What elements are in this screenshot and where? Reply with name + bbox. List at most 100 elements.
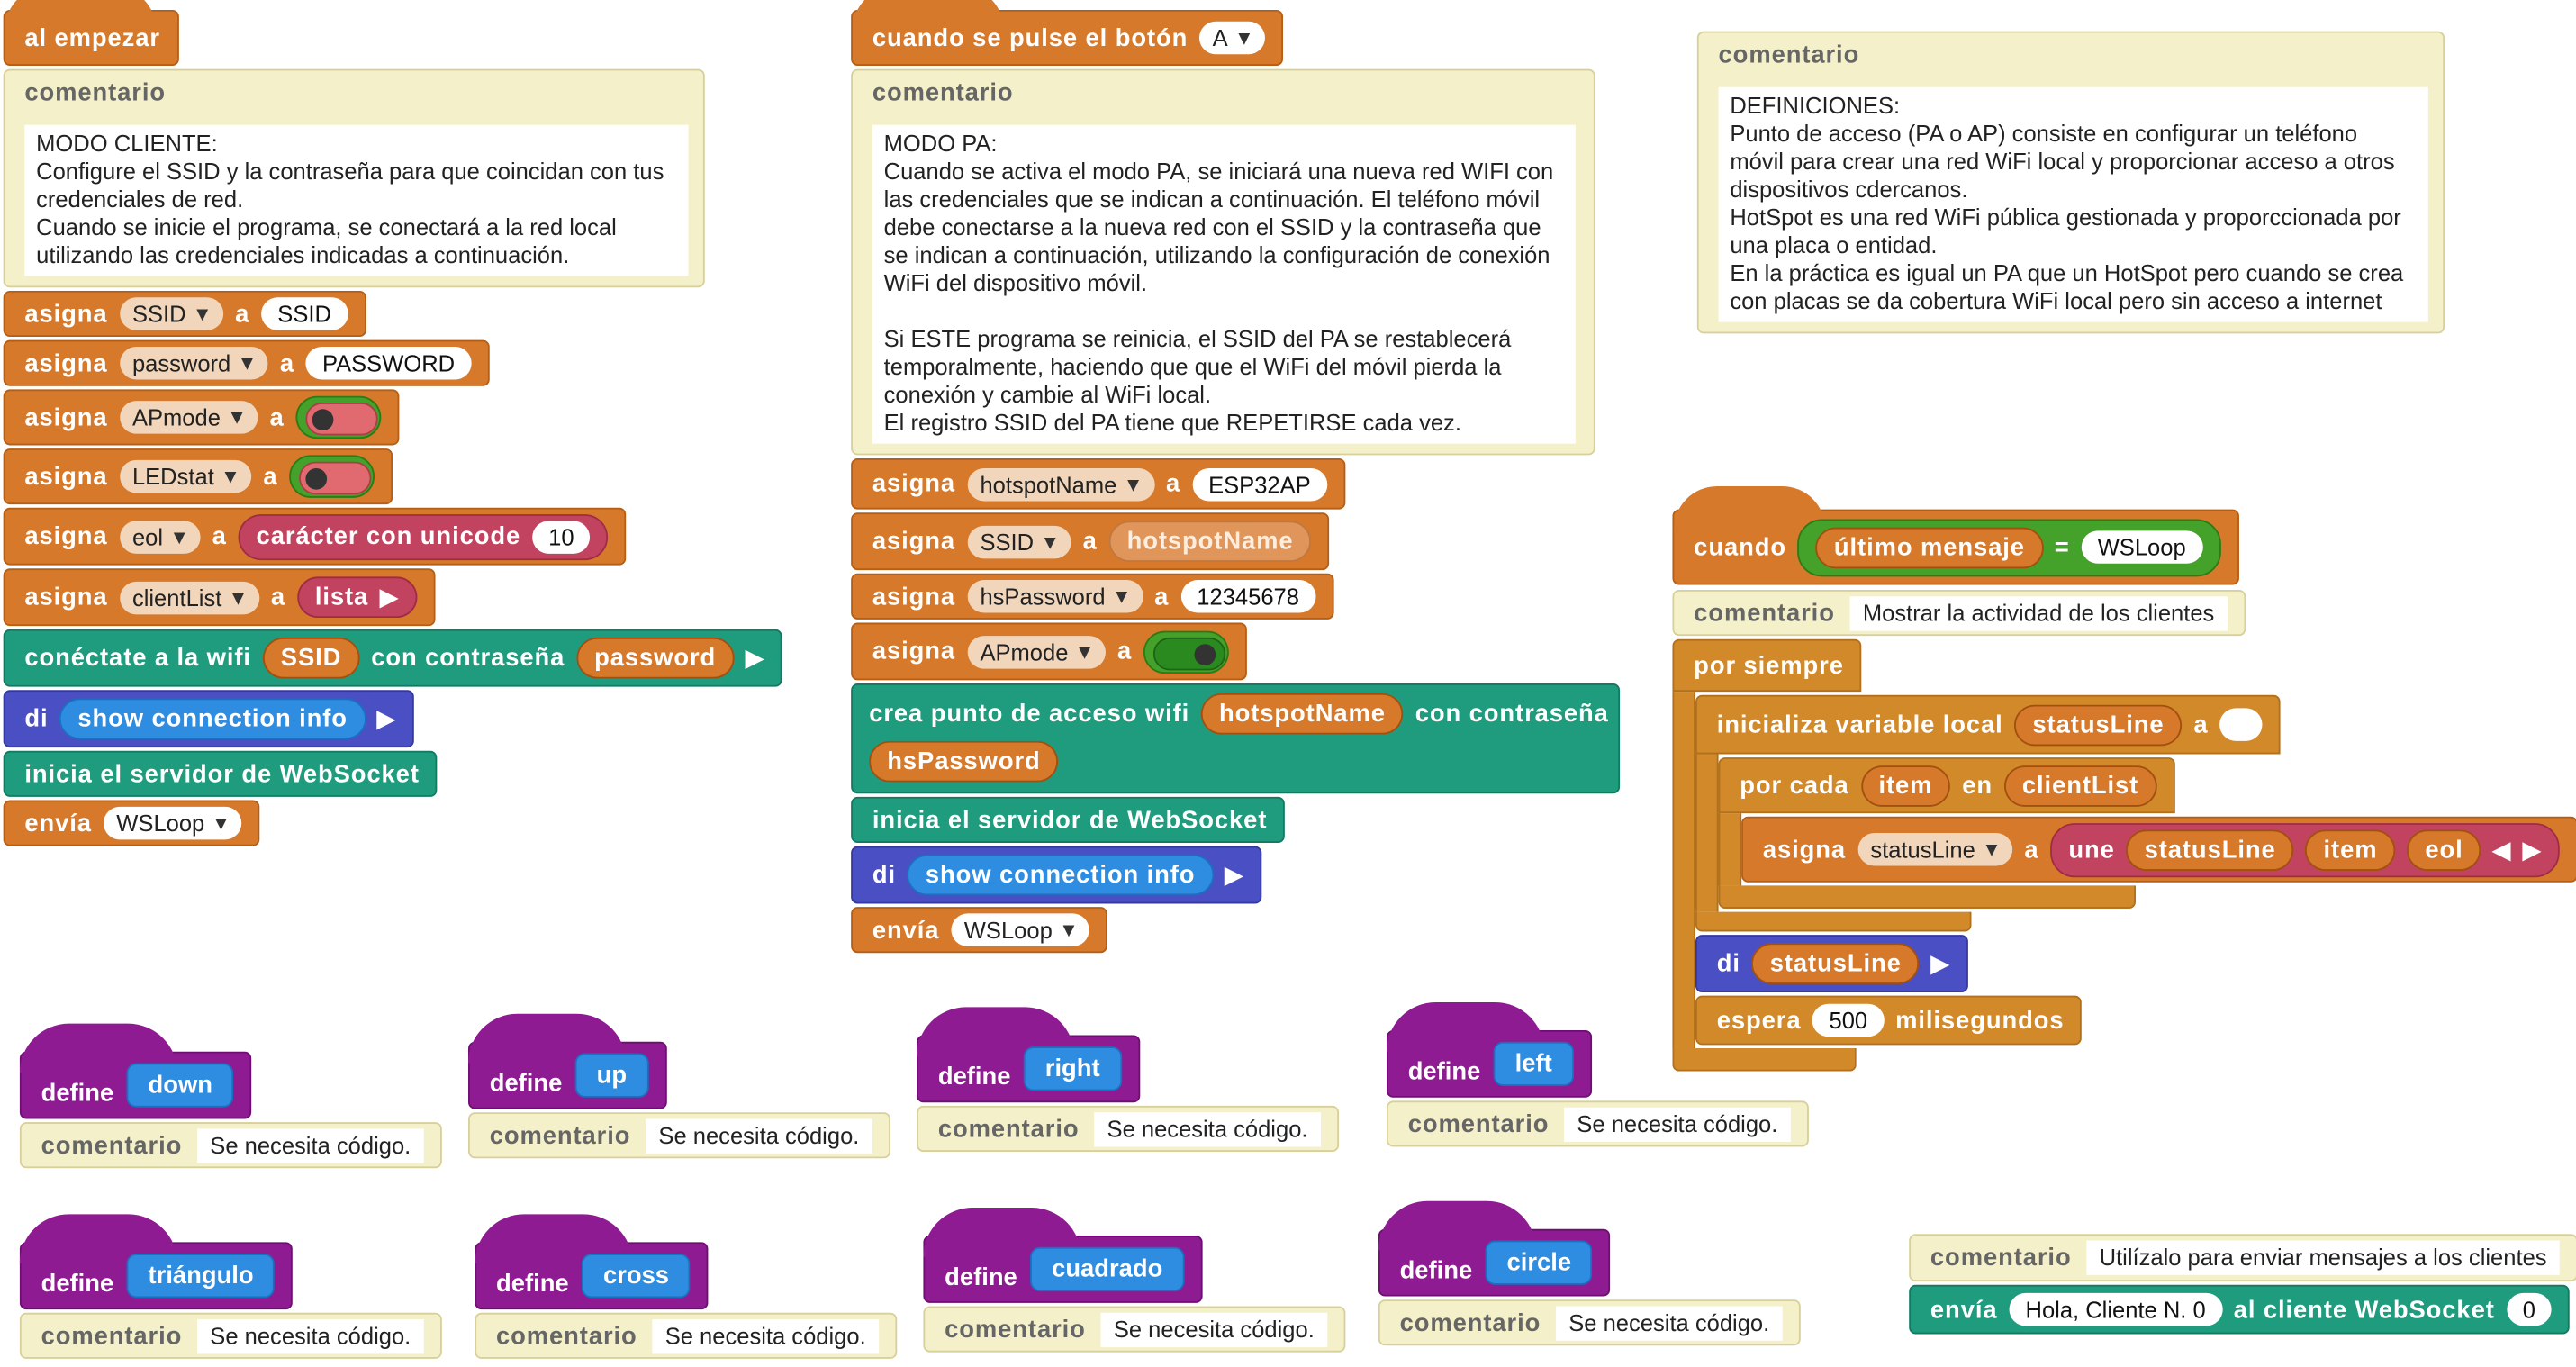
message-text-field[interactable]: Hola, Cliente N. 0	[2009, 1292, 2222, 1326]
hotspotname-var[interactable]: hotspotName	[1200, 693, 1404, 735]
apmode-toggle-on[interactable]	[1143, 629, 1229, 674]
var-dropdown-ssid[interactable]: SSID ▼	[119, 297, 224, 330]
for-each-cap[interactable]: por cada item en clientList	[1718, 757, 2175, 814]
expand-triangle-icon[interactable]: ▶	[746, 644, 764, 671]
procedure-comment-block[interactable]: comentario Se necesita código.	[917, 1105, 1340, 1152]
define-cross-block[interactable]: define cross	[475, 1214, 709, 1310]
collapse-triangle-icon[interactable]: ◀	[2492, 835, 2512, 862]
set-ssid-hotspot-block[interactable]: asigna SSID ▼ a hotspotName	[851, 512, 1330, 571]
send-comment-text[interactable]: Utilízalo para enviar mensajes a los cli…	[2086, 1240, 2561, 1275]
define-right-block[interactable]: define right	[917, 1007, 1140, 1103]
expand-triangle-icon[interactable]: ▶	[379, 583, 399, 610]
define-cuadrado-block[interactable]: define cuadrado	[923, 1208, 1203, 1303]
var-dropdown-password[interactable]: password ▼	[119, 346, 269, 380]
var-dropdown-eol[interactable]: eol ▼	[119, 520, 201, 553]
set-eol-block[interactable]: asigna eol ▼ a carácter con unicode 10	[3, 507, 627, 566]
send-to-client-block[interactable]: envía Hola, Cliente N. 0 al cliente WebS…	[1909, 1284, 2571, 1335]
procedure-comment-text[interactable]: Se necesita código.	[645, 1118, 872, 1153]
var-dropdown-hotspotname[interactable]: hotspotName ▼	[966, 467, 1155, 501]
set-password-block[interactable]: asigna password ▼ a PASSWORD	[3, 339, 490, 386]
button-dropdown[interactable]: A ▼	[1199, 21, 1266, 55]
set-ssid-block[interactable]: asigna SSID ▼ a SSID	[3, 290, 366, 338]
define-down-block[interactable]: define down	[19, 1023, 252, 1119]
create-hotspot-block[interactable]: crea punto de acceso wifi hotspotName co…	[851, 684, 1621, 794]
procedure-name[interactable]: up	[574, 1053, 648, 1098]
procedure-name[interactable]: circle	[1485, 1240, 1593, 1285]
local-var-name[interactable]: statusLine	[2014, 703, 2183, 746]
set-hotspotname-block[interactable]: asigna hotspotName ▼ a ESP32AP	[851, 458, 1346, 510]
expand-triangle-icon[interactable]: ▶	[1225, 861, 1243, 888]
procedure-comment-text[interactable]: Se necesita código.	[196, 1127, 424, 1163]
procedure-name[interactable]: cross	[582, 1254, 691, 1299]
start-hat-block[interactable]: al empezar	[3, 0, 179, 66]
procedure-comment-block[interactable]: comentario Se necesita código.	[19, 1312, 442, 1359]
say-connection-block[interactable]: di show connection info ▶	[851, 846, 1261, 904]
procedure-comment-text[interactable]: Se necesita código.	[652, 1318, 880, 1353]
var-dropdown-apmode[interactable]: APmode ▼	[966, 635, 1107, 668]
procedure-comment-block[interactable]: comentario Se necesita código.	[19, 1122, 442, 1169]
clientlist-var[interactable]: clientList	[2003, 765, 2157, 806]
set-apmode-on-block[interactable]: asigna APmode ▼ a	[851, 622, 1247, 681]
forever-block[interactable]: por siempre inicializa variable local st…	[1672, 638, 2576, 1072]
send-dropdown[interactable]: WSLoop ▼	[103, 806, 243, 840]
empty-text-field[interactable]	[2219, 708, 2263, 741]
procedure-comment-block[interactable]: comentario Se necesita código.	[923, 1306, 1346, 1353]
connect-ssid-var[interactable]: SSID	[262, 637, 360, 679]
statusline-var[interactable]: statusLine	[1751, 943, 1920, 984]
start-websocket-block[interactable]: inicia el servidor de WebSocket	[3, 750, 438, 797]
send-block[interactable]: envía WSLoop ▼	[3, 800, 261, 846]
procedure-comment-text[interactable]: Se necesita código.	[1100, 1311, 1328, 1347]
set-ledstat-block[interactable]: asigna LEDstat ▼ a	[3, 448, 393, 505]
procedure-comment-text[interactable]: Se necesita código.	[196, 1318, 424, 1353]
connect-wifi-block[interactable]: conéctate a la wifi SSID con contraseña …	[3, 629, 782, 687]
button-comment-block[interactable]: comentario MODO PA: Cuando se activa el …	[851, 68, 1595, 456]
item-var[interactable]: item	[1860, 765, 1951, 806]
define-up-block[interactable]: define up	[468, 1013, 666, 1109]
define-circle-block[interactable]: define circle	[1378, 1200, 1611, 1297]
define-triangulo-block[interactable]: define triángulo	[19, 1214, 294, 1310]
set-clientlist-block[interactable]: asigna clientList ▼ a lista ▶	[3, 568, 435, 627]
forever-cap[interactable]: por siempre	[1672, 638, 1862, 693]
start-comment-block[interactable]: comentario MODO CLIENTE: Configure el SS…	[3, 68, 705, 288]
expand-triangle-icon[interactable]: ▶	[376, 704, 396, 731]
password-text-field[interactable]: PASSWORD	[305, 346, 472, 380]
var-dropdown-clientlist[interactable]: clientList ▼	[119, 580, 260, 614]
start-comment-text[interactable]: MODO CLIENTE: Configure el SSID y la con…	[24, 124, 689, 276]
set-hspassword-block[interactable]: asigna hsPassword ▼ a 12345678	[851, 573, 1334, 620]
procedure-comment-block[interactable]: comentario Se necesita código.	[1378, 1299, 1801, 1346]
procedure-comment-block[interactable]: comentario Se necesita código.	[1386, 1100, 1810, 1147]
send-dropdown[interactable]: WSLoop ▼	[951, 913, 1090, 946]
for-each-block[interactable]: por cada item en clientList	[1718, 757, 2576, 909]
ssid-text-field[interactable]: SSID	[261, 297, 348, 330]
join-block[interactable]: une statusLine item eol ◀ ▶	[2050, 822, 2560, 877]
send-block[interactable]: envía WSLoop ▼	[851, 907, 1108, 954]
set-apmode-block[interactable]: asigna APmode ▼ a	[3, 389, 400, 446]
procedure-name[interactable]: cuadrado	[1030, 1246, 1185, 1292]
show-connection-info-block[interactable]: show connection info	[907, 854, 1214, 896]
unicode-char-block[interactable]: carácter con unicode 10	[238, 513, 609, 560]
procedure-name[interactable]: right	[1024, 1046, 1122, 1091]
say-connection-block[interactable]: di show connection info ▶	[3, 690, 414, 748]
ledstat-toggle-off[interactable]	[289, 455, 375, 498]
last-message-var[interactable]: último mensaje	[1815, 526, 2044, 568]
connect-password-var[interactable]: password	[576, 637, 735, 679]
var-dropdown-hspassword[interactable]: hsPassword ▼	[966, 580, 1143, 613]
button-hat-block[interactable]: cuando se pulse el botón A ▼	[851, 0, 1284, 66]
join-statusline-var[interactable]: statusLine	[2126, 828, 2294, 871]
definitions-comment-text[interactable]: DEFINICIONES: Punto de acceso (PA o AP) …	[1718, 86, 2428, 322]
hotspot-text-field[interactable]: ESP32AP	[1191, 467, 1327, 501]
hspassword-text-field[interactable]: 12345678	[1180, 580, 1316, 613]
local-var-block[interactable]: inicializa variable local statusLine a p…	[1695, 694, 2576, 932]
hotspotname-var[interactable]: hotspotName	[1108, 521, 1312, 562]
procedure-name[interactable]: left	[1493, 1041, 1574, 1087]
apmode-toggle-off[interactable]	[295, 395, 382, 439]
expand-triangle-icon[interactable]: ▶	[2522, 835, 2542, 862]
wait-number-field[interactable]: 500	[1812, 1003, 1885, 1037]
join-item-var[interactable]: item	[2305, 828, 2396, 871]
definitions-comment-block[interactable]: comentario DEFINICIONES: Punto de acceso…	[1696, 31, 2445, 334]
set-statusline-block[interactable]: asigna statusLine ▼ a une statusLine item	[1741, 816, 2576, 883]
init-local-cap[interactable]: inicializa variable local statusLine a	[1695, 694, 2281, 755]
say-statusline-block[interactable]: di statusLine ▶	[1695, 935, 1968, 993]
procedure-comment-block[interactable]: comentario Se necesita código.	[468, 1112, 891, 1159]
